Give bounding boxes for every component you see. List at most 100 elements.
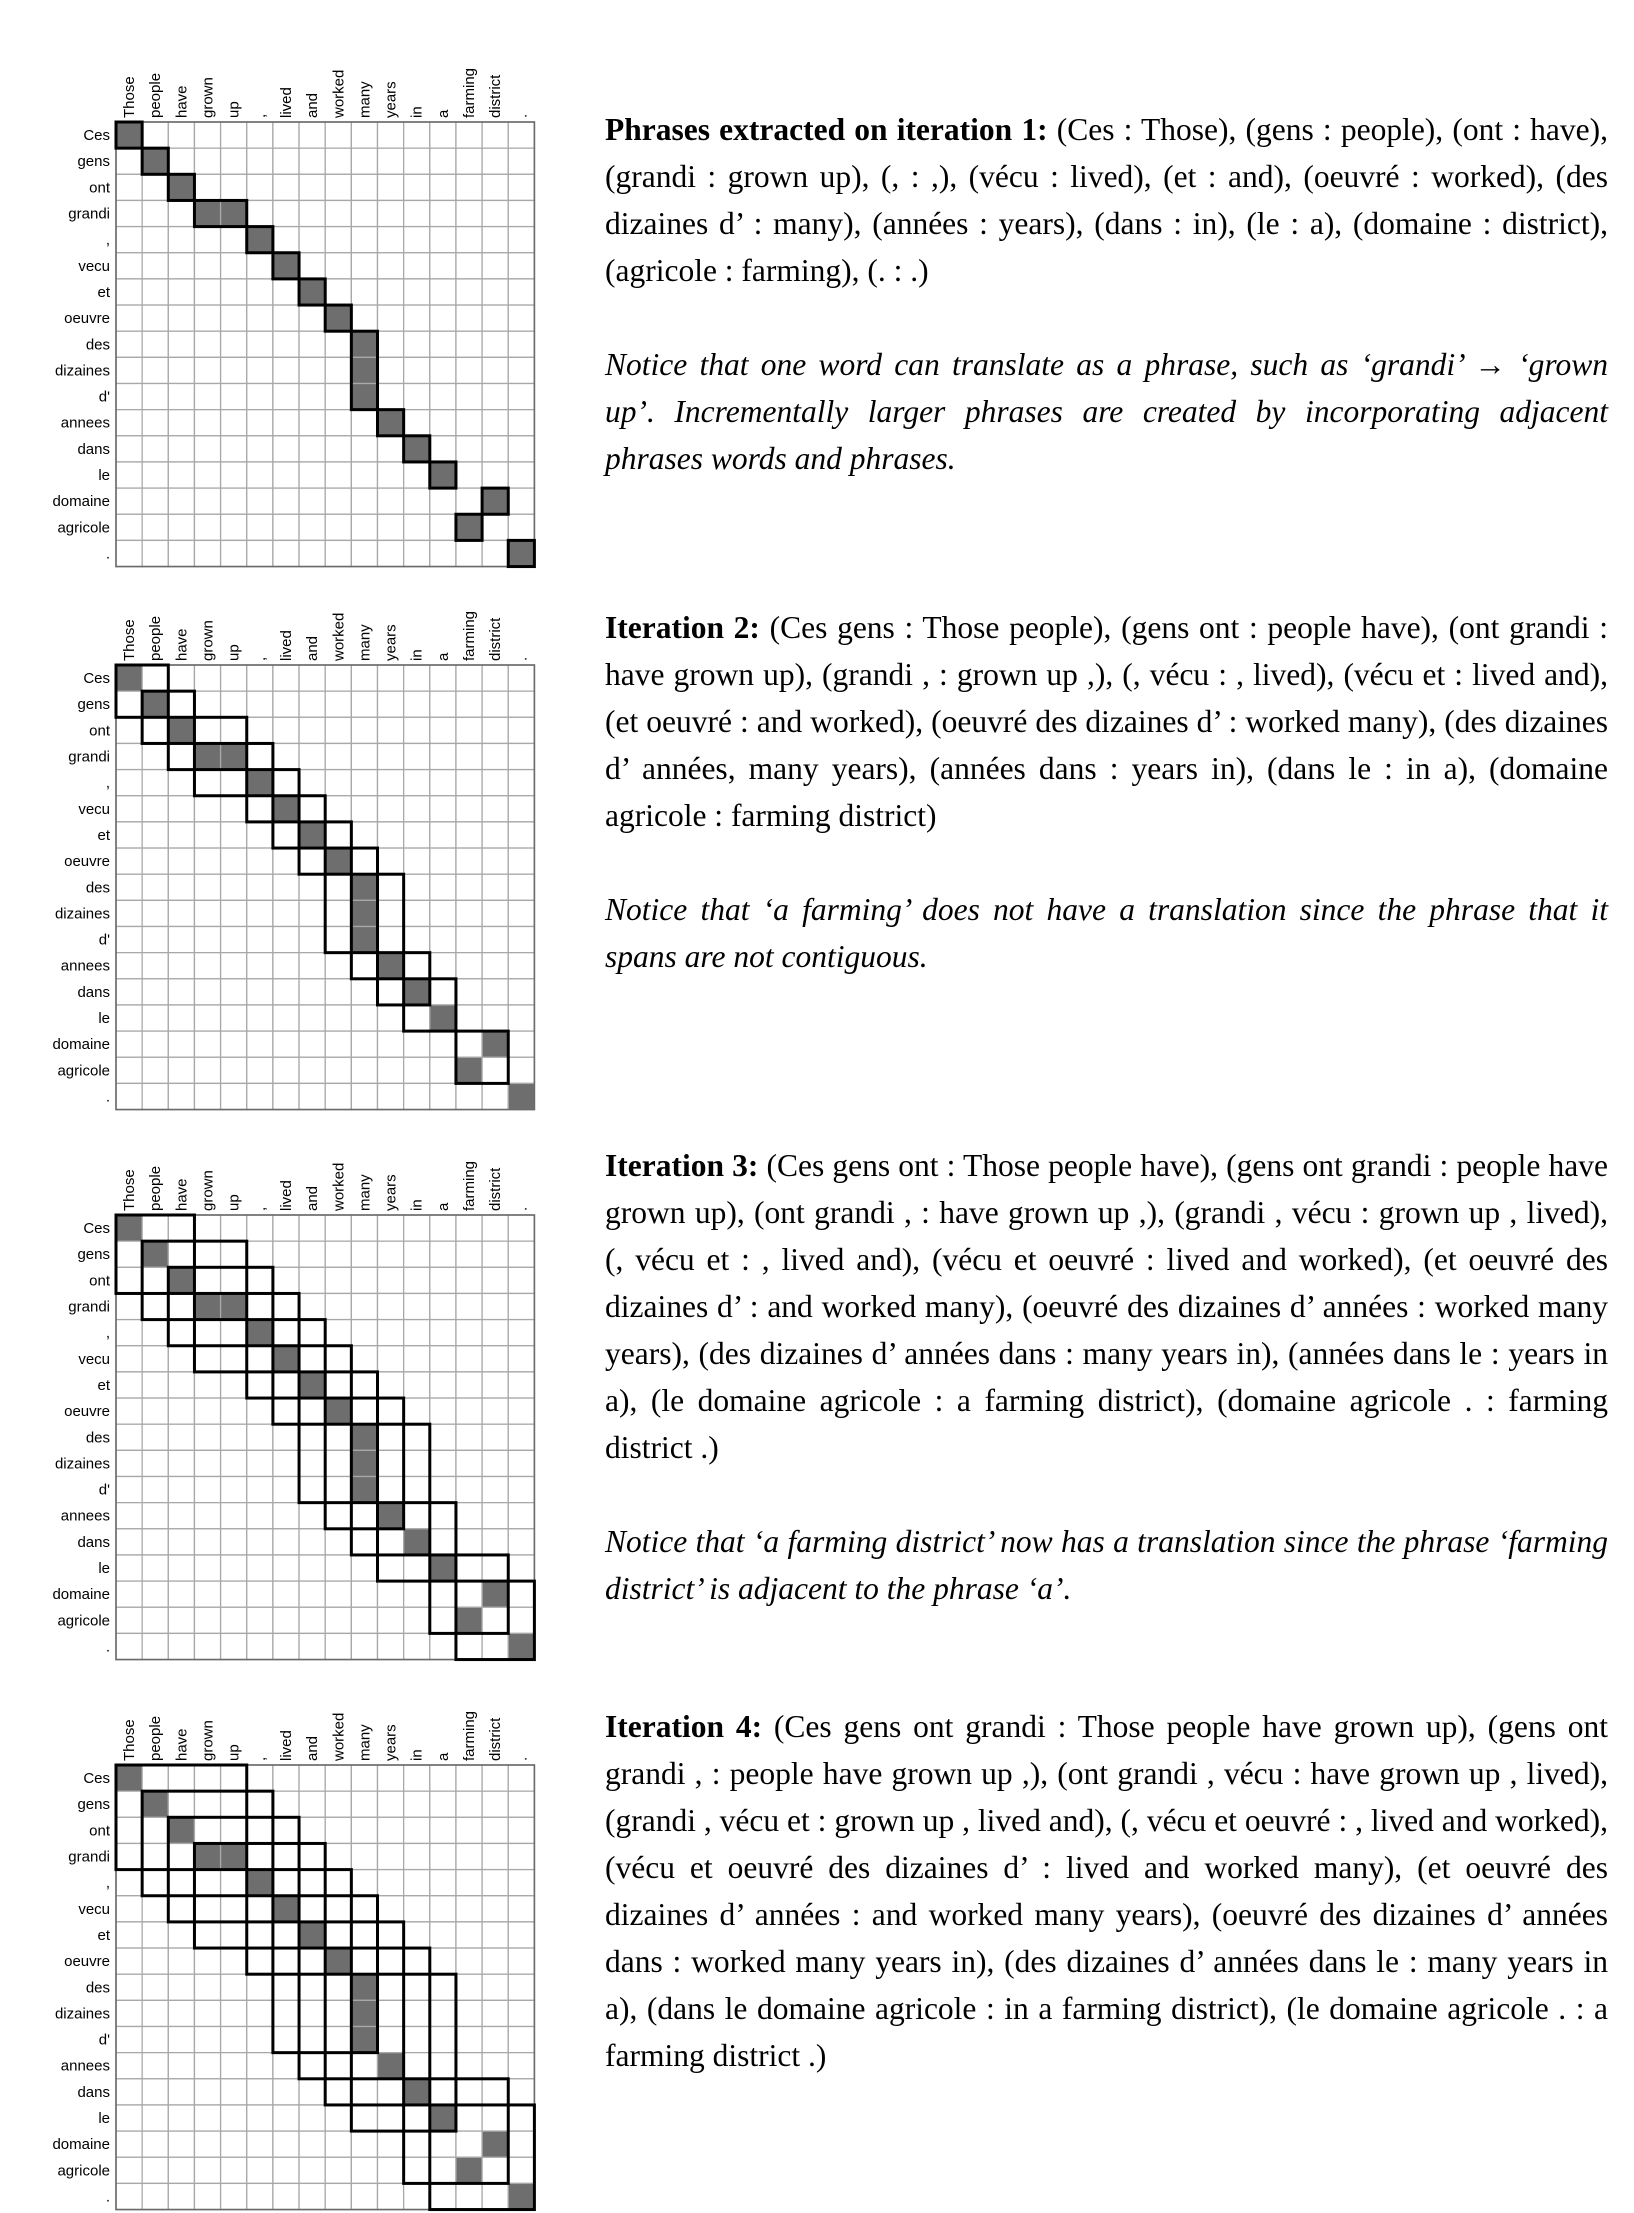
- grid-cell: [350, 2078, 379, 2106]
- grid-cell: [193, 173, 222, 202]
- grid-cell: [455, 408, 483, 437]
- column-label: worked: [330, 1163, 347, 1212]
- grid-cell: [115, 1292, 143, 1321]
- grid-cell: [167, 1292, 196, 1321]
- alignment-cell: [298, 278, 326, 306]
- grid-cell: [219, 2104, 248, 2132]
- grid-cell: [429, 1397, 457, 1425]
- column-label: grown: [200, 77, 217, 118]
- grid-cell: [481, 121, 509, 149]
- grid-cell: [115, 1082, 143, 1111]
- grid-cell: [429, 408, 457, 437]
- iteration-2-phrases: (Ces gens : Those people), (gens ont : p…: [605, 610, 1608, 833]
- grid-cell: [141, 821, 169, 849]
- grid-cell: [324, 1030, 353, 1058]
- grid-cell: [115, 1947, 143, 1975]
- grid-cell: [455, 225, 483, 254]
- grid-cell: [350, 2051, 379, 2080]
- grid-cell: [298, 1266, 326, 1295]
- grid-cell: [376, 2078, 405, 2106]
- grid-cell: [350, 1266, 379, 1295]
- grid-cell: [219, 1921, 248, 1949]
- grid-cell: [507, 690, 536, 718]
- iteration-1-text: Phrases extracted on iteration 1: (Ces :…: [605, 106, 1608, 482]
- grid-cell: [246, 1371, 274, 1399]
- grid-cell: [324, 1842, 353, 1871]
- grid-cell: [167, 1632, 196, 1661]
- grid-cell: [402, 951, 431, 980]
- grid-cell: [376, 768, 405, 797]
- grid-cell: [507, 1449, 536, 1478]
- row-label: domaine: [52, 1586, 110, 1603]
- grid-cell: [272, 1528, 300, 1556]
- grid-cell: [376, 664, 405, 692]
- grid-cell: [141, 1528, 169, 1556]
- grid-cell: [507, 1397, 536, 1425]
- grid-cell: [298, 2182, 326, 2211]
- grid-cell: [481, 435, 509, 463]
- iteration-4-heading: Iteration 4:: [605, 1709, 763, 1744]
- grid-cell: [429, 1449, 457, 1478]
- row-label: grandi: [68, 1849, 110, 1866]
- grid-cell: [507, 2104, 536, 2132]
- grid-cell: [193, 1790, 222, 1818]
- alignment-cell: [193, 742, 222, 771]
- grid-cell: [272, 408, 300, 437]
- grid-cell: [455, 795, 483, 823]
- grid-cell: [193, 1895, 222, 1923]
- grid-cell: [272, 1868, 300, 1897]
- grid-cell: [507, 1030, 536, 1058]
- grid-cell: [193, 1082, 222, 1111]
- grid-cell: [429, 1842, 457, 1871]
- grid-cell: [272, 1423, 300, 1452]
- grid-cell: [376, 513, 405, 542]
- grid-cell: [481, 225, 509, 254]
- grid-cell: [324, 435, 353, 463]
- grid-cell: [246, 795, 274, 823]
- grid-cell: [193, 1475, 222, 1504]
- grid-cell: [429, 1082, 457, 1111]
- grid-cell: [193, 1868, 222, 1897]
- grid-cell: [246, 1266, 274, 1295]
- grid-cell: [193, 2051, 222, 2080]
- grid-cell: [246, 2104, 274, 2132]
- alignment-cell: [219, 199, 248, 228]
- grid-cell: [219, 925, 248, 954]
- phrase-box: [323, 303, 353, 333]
- grid-cell: [429, 1790, 457, 1818]
- grid-cell: [219, 1895, 248, 1923]
- grid-cell: [272, 1816, 300, 1845]
- grid-cell: [402, 173, 431, 202]
- grid-cell: [376, 1947, 405, 1975]
- grid-cell: [115, 1345, 143, 1373]
- grid-cell: [246, 199, 274, 228]
- grid-cell: [455, 899, 483, 928]
- grid-cell: [455, 978, 483, 1006]
- grid-cell: [298, 487, 326, 515]
- grid-cell: [376, 252, 405, 280]
- column-label: many: [356, 1174, 373, 1211]
- grid-cell: [324, 2051, 353, 2080]
- grid-cell: [115, 304, 143, 332]
- grid-cell: [350, 1240, 379, 1268]
- grid-cell: [219, 821, 248, 849]
- grid-cell: [507, 768, 536, 797]
- grid-cell: [193, 1632, 222, 1661]
- column-label: farming: [461, 1161, 478, 1211]
- phrase-box: [166, 172, 196, 202]
- grid-cell: [167, 1449, 196, 1478]
- alignment-cell: [298, 821, 326, 849]
- grid-cell: [115, 1371, 143, 1399]
- row-label: dans: [77, 441, 110, 458]
- grid-cell: [376, 1318, 405, 1347]
- grid-cell: [246, 1764, 274, 1792]
- alignment-cell: [141, 147, 169, 175]
- grid-cell: [324, 768, 353, 797]
- row-label: dans: [77, 2084, 110, 2101]
- grid-cell: [246, 382, 274, 411]
- grid-cell: [298, 356, 326, 385]
- grid-cell: [115, 330, 143, 359]
- grid-cell: [298, 173, 326, 202]
- row-label: domaine: [52, 1036, 110, 1053]
- grid-cell: [167, 408, 196, 437]
